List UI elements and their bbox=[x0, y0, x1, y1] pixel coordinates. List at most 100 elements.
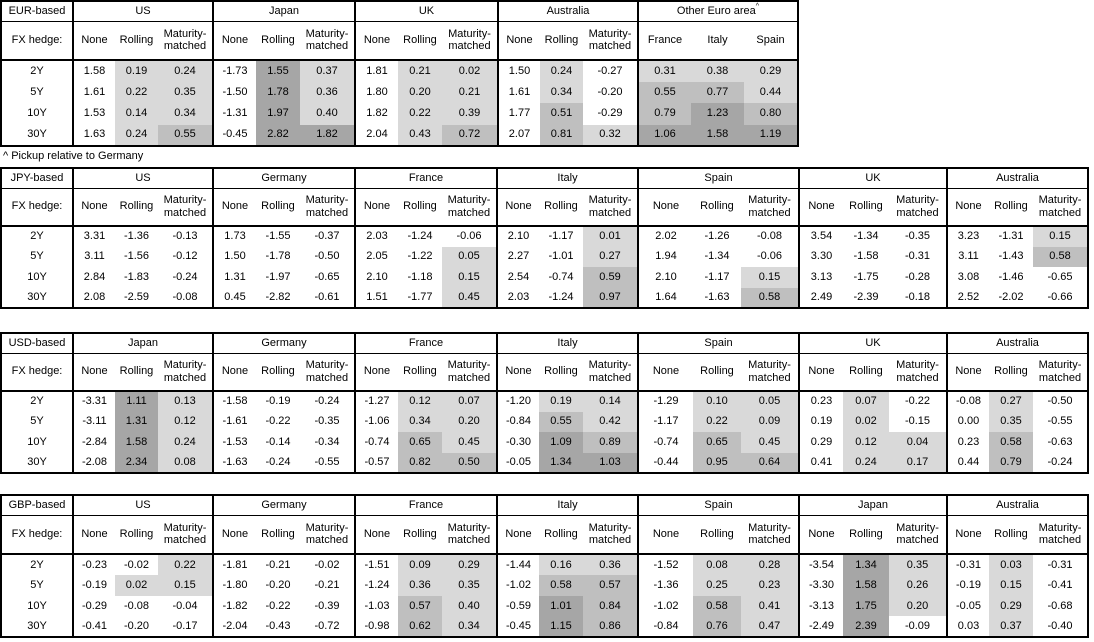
column-header: None bbox=[212, 21, 256, 61]
data-cell: 0.02 bbox=[442, 60, 498, 82]
table-row: 30Y 2.08 -2.59 -0.08 0.45 -2.82 -0.61 1.51 -1.77… bbox=[1, 287, 1088, 308]
data-cell: 0.62 bbox=[398, 616, 442, 637]
data-cell: 1.81 bbox=[354, 60, 398, 82]
data-cell: 0.58 bbox=[741, 287, 799, 308]
column-header: Rolling bbox=[693, 188, 741, 227]
column-header: None bbox=[946, 515, 989, 555]
data-cell: 0.02 bbox=[843, 411, 889, 432]
data-cell: -1.17 bbox=[637, 411, 693, 432]
column-header: Maturity-matched bbox=[442, 21, 498, 61]
data-cell: 0.05 bbox=[442, 246, 497, 267]
data-cell: -0.29 bbox=[597, 107, 623, 120]
data-cell: 0.34 bbox=[398, 411, 442, 432]
column-header: Maturity-matched bbox=[741, 353, 799, 392]
country-header: Australia bbox=[946, 495, 1088, 516]
data-cell: 0.02 bbox=[115, 574, 158, 596]
data-cell: -0.74 bbox=[548, 270, 574, 283]
data-cell: 0.34 bbox=[158, 103, 213, 125]
data-cell: -0.37 bbox=[314, 230, 340, 243]
data-cell: 0.65 bbox=[693, 432, 741, 453]
data-cell: 0.36 bbox=[398, 574, 442, 596]
column-header: Rolling bbox=[115, 21, 158, 61]
data-cell: 2.52 bbox=[946, 287, 989, 308]
data-cell: -1.02 bbox=[496, 574, 539, 596]
data-cell: -0.40 bbox=[1047, 619, 1073, 632]
data-cell: 1.31 bbox=[212, 267, 256, 288]
fx-hedge-label: FX hedge: bbox=[1, 21, 74, 61]
row-label: 30Y bbox=[1, 287, 74, 308]
column-header: None bbox=[637, 353, 693, 392]
column-header: Spain bbox=[744, 21, 798, 61]
row-label: 2Y bbox=[1, 391, 74, 412]
data-cell: 0.27 bbox=[583, 246, 638, 267]
data-cell: 2.03 bbox=[354, 226, 398, 247]
data-cell: -3.30 bbox=[798, 574, 843, 596]
data-cell: 0.22 bbox=[398, 103, 442, 125]
column-header: None bbox=[637, 188, 693, 227]
column-header: Maturity-matched bbox=[300, 21, 355, 61]
data-cell: -0.31 bbox=[1047, 558, 1073, 571]
data-cell: -1.24 bbox=[548, 290, 574, 303]
column-header: Maturity-matched bbox=[583, 21, 638, 61]
data-cell: 0.64 bbox=[741, 452, 799, 473]
column-header: None bbox=[798, 188, 843, 227]
data-cell: -1.73 bbox=[212, 60, 256, 82]
column-header: Rolling bbox=[256, 21, 300, 61]
row-label: 2Y bbox=[1, 226, 74, 247]
data-cell: 0.05 bbox=[741, 391, 799, 412]
country-header: US bbox=[72, 495, 213, 516]
data-cell: -1.61 bbox=[212, 411, 256, 432]
data-cell: 1.97 bbox=[256, 103, 300, 125]
data-cell: 1.61 bbox=[497, 81, 540, 103]
column-header: Rolling bbox=[398, 353, 442, 392]
column-header: None bbox=[946, 188, 989, 227]
data-cell: -0.24 bbox=[1047, 455, 1073, 468]
data-cell: 2.39 bbox=[843, 616, 889, 637]
column-header: None bbox=[637, 515, 693, 555]
data-cell: 3.13 bbox=[798, 267, 843, 288]
table-row: 2Y -0.23 -0.02 0.22 -1.81 -0.21 -0.02 -1.51 0.09… bbox=[1, 554, 1088, 575]
row-label: 10Y bbox=[1, 267, 74, 288]
data-cell: -3.31 bbox=[72, 391, 115, 412]
data-cell: -0.02 bbox=[123, 558, 150, 571]
country-header: Spain bbox=[637, 333, 799, 354]
data-cell: -3.54 bbox=[798, 554, 843, 575]
data-cell: -0.08 bbox=[756, 230, 783, 243]
data-cell: 0.38 bbox=[691, 60, 744, 82]
data-cell: -0.55 bbox=[1047, 415, 1073, 428]
data-cell: 0.37 bbox=[989, 616, 1033, 637]
data-cell: 0.08 bbox=[693, 554, 741, 575]
data-cell: -2.04 bbox=[212, 616, 256, 637]
data-cell: 1.75 bbox=[843, 595, 889, 617]
data-cell: -1.53 bbox=[212, 432, 256, 453]
data-cell: 0.15 bbox=[442, 267, 497, 288]
country-header: Australia bbox=[497, 1, 638, 22]
column-header: Maturity-matched bbox=[300, 188, 355, 227]
table-row: 2Y 1.58 0.19 0.24 -1.73 1.55 0.37 1.81 0.21 0.02 1… bbox=[1, 60, 798, 82]
data-cell: 0.00 bbox=[946, 411, 989, 432]
data-cell: 2.10 bbox=[354, 267, 398, 288]
data-cell: -1.31 bbox=[998, 230, 1024, 243]
data-cell: -0.08 bbox=[172, 290, 198, 303]
country-header: France bbox=[354, 333, 497, 354]
data-cell: 1.63 bbox=[72, 124, 115, 146]
data-cell: -1.43 bbox=[998, 250, 1024, 263]
country-header: Spain bbox=[637, 495, 799, 516]
column-header: Rolling bbox=[398, 515, 442, 555]
data-cell: -0.06 bbox=[756, 250, 783, 263]
data-cell: -2.49 bbox=[798, 616, 843, 637]
data-cell: -0.98 bbox=[354, 616, 398, 637]
data-cell: -0.22 bbox=[265, 599, 291, 612]
data-cell: 0.19 bbox=[539, 391, 583, 412]
data-cell: 1.34 bbox=[539, 452, 583, 473]
data-cell: -0.24 bbox=[172, 270, 198, 283]
row-label: 30Y bbox=[1, 452, 74, 473]
base-label: EUR-based bbox=[1, 1, 74, 22]
column-header: Rolling bbox=[843, 515, 889, 555]
data-cell: 0.42 bbox=[583, 411, 638, 432]
data-cell: 0.45 bbox=[741, 432, 799, 453]
data-cell: 1.01 bbox=[539, 595, 583, 617]
table-row: 30Y -0.41 -0.20 -0.17 -2.04 -0.43 -0.72 -0.98 0.… bbox=[1, 616, 1088, 637]
column-header: Maturity-matched bbox=[158, 188, 213, 227]
data-cell: 0.15 bbox=[158, 574, 213, 596]
